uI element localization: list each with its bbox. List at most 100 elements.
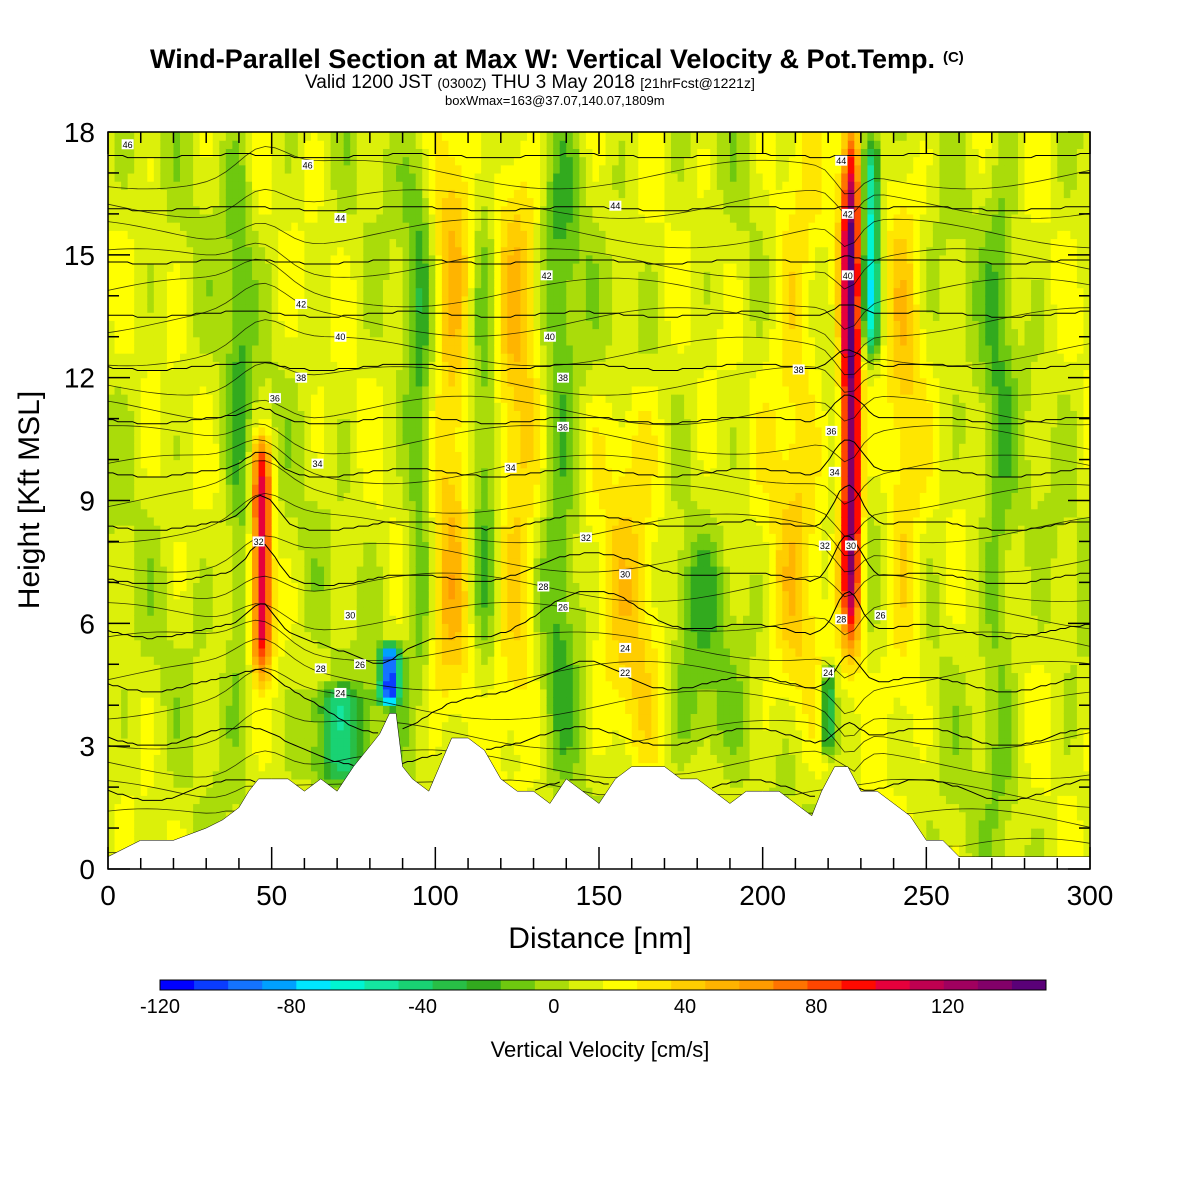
w-cell bbox=[396, 590, 404, 600]
w-cell bbox=[173, 803, 181, 813]
w-cell bbox=[219, 426, 227, 436]
w-cell bbox=[409, 500, 417, 510]
w-cell bbox=[409, 148, 417, 158]
w-cell bbox=[252, 639, 260, 649]
w-cell bbox=[310, 230, 319, 240]
w-cell bbox=[396, 656, 404, 665]
w-cell bbox=[435, 402, 443, 412]
w-cell bbox=[337, 222, 345, 231]
w-cell bbox=[291, 475, 299, 485]
w-cell bbox=[225, 606, 233, 616]
w-cell bbox=[225, 508, 233, 518]
w-cell bbox=[225, 778, 233, 788]
w-cell bbox=[199, 557, 207, 567]
w-cell bbox=[324, 148, 332, 158]
w-cell bbox=[186, 508, 194, 518]
w-cell bbox=[121, 205, 129, 215]
w-cell bbox=[461, 631, 469, 641]
w-cell bbox=[245, 639, 253, 649]
w-cell bbox=[212, 484, 220, 493]
w-cell bbox=[415, 336, 423, 346]
w-cell bbox=[186, 713, 194, 723]
w-cell bbox=[350, 475, 358, 485]
w-cell bbox=[238, 140, 247, 149]
w-cell bbox=[173, 680, 181, 690]
w-cell bbox=[140, 312, 148, 321]
w-cell bbox=[441, 484, 450, 493]
w-cell bbox=[461, 344, 469, 354]
w-cell bbox=[166, 688, 175, 698]
w-cell bbox=[140, 369, 148, 379]
w-cell bbox=[422, 156, 430, 166]
w-cell bbox=[212, 516, 220, 526]
w-cell bbox=[330, 156, 338, 166]
w-cell bbox=[317, 328, 325, 338]
w-cell bbox=[376, 353, 384, 362]
w-cell bbox=[225, 721, 233, 731]
w-cell bbox=[114, 516, 122, 526]
w-cell bbox=[265, 770, 273, 780]
w-cell bbox=[402, 328, 410, 338]
w-cell bbox=[350, 263, 358, 272]
w-cell bbox=[324, 746, 332, 755]
w-cell bbox=[265, 230, 273, 240]
w-cell bbox=[166, 222, 175, 231]
w-cell bbox=[140, 156, 148, 166]
w-cell bbox=[166, 582, 175, 592]
w-cell bbox=[435, 418, 443, 428]
w-cell bbox=[258, 475, 266, 485]
w-cell bbox=[134, 140, 142, 149]
w-cell bbox=[199, 238, 207, 248]
w-cell bbox=[258, 656, 266, 665]
w-cell bbox=[284, 197, 292, 207]
w-cell bbox=[245, 754, 253, 764]
w-cell bbox=[396, 574, 404, 583]
w-cell bbox=[258, 197, 266, 207]
w-cell bbox=[166, 770, 175, 780]
w-cell bbox=[284, 598, 292, 608]
w-cell bbox=[350, 598, 358, 608]
w-cell bbox=[350, 737, 358, 747]
w-cell bbox=[310, 639, 319, 649]
w-cell bbox=[415, 156, 423, 166]
w-cell bbox=[271, 320, 279, 330]
w-cell bbox=[147, 459, 155, 469]
w-cell bbox=[121, 484, 129, 493]
w-cell bbox=[180, 213, 188, 223]
w-cell bbox=[422, 639, 430, 649]
w-cell bbox=[199, 394, 207, 403]
w-cell bbox=[206, 623, 214, 633]
w-cell bbox=[153, 746, 161, 755]
w-cell bbox=[369, 598, 378, 608]
w-cell bbox=[265, 606, 273, 616]
w-cell bbox=[173, 705, 181, 715]
w-cell bbox=[304, 377, 312, 387]
w-cell bbox=[343, 156, 351, 166]
w-cell bbox=[330, 443, 338, 452]
w-cell bbox=[435, 132, 443, 141]
w-cell bbox=[225, 263, 233, 272]
w-cell bbox=[428, 254, 436, 264]
w-cell bbox=[324, 377, 332, 387]
w-cell bbox=[402, 164, 410, 174]
w-cell bbox=[278, 697, 286, 706]
w-cell bbox=[127, 606, 135, 616]
w-cell bbox=[173, 197, 181, 207]
w-cell bbox=[193, 598, 201, 608]
w-cell bbox=[265, 402, 273, 412]
w-cell bbox=[396, 697, 404, 706]
w-cell bbox=[389, 443, 397, 452]
w-cell bbox=[284, 377, 292, 387]
w-cell bbox=[310, 746, 319, 755]
w-cell bbox=[428, 361, 436, 371]
w-cell bbox=[173, 189, 181, 199]
w-cell bbox=[324, 525, 332, 534]
w-cell bbox=[108, 606, 116, 616]
w-cell bbox=[232, 164, 240, 174]
w-cell bbox=[199, 746, 207, 755]
w-cell bbox=[225, 410, 233, 420]
w-cell bbox=[121, 516, 129, 526]
w-cell bbox=[441, 541, 450, 551]
w-cell bbox=[121, 222, 129, 231]
w-cell bbox=[121, 729, 129, 739]
